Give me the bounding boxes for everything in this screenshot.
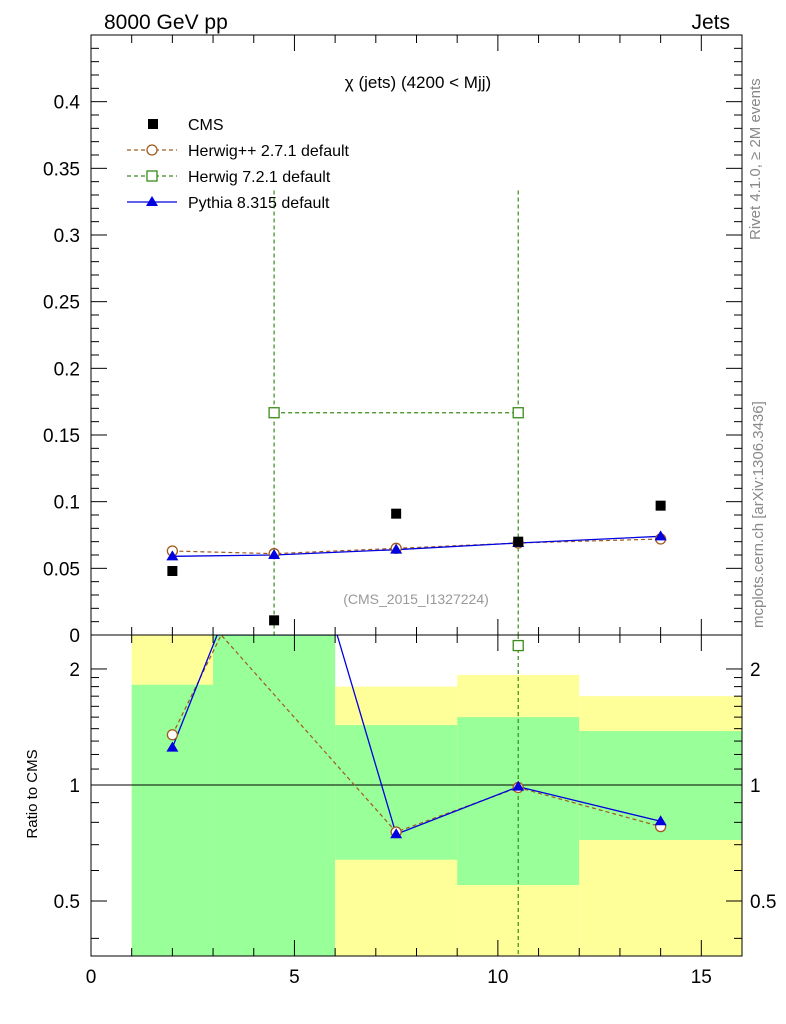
herwig7-point <box>268 407 280 419</box>
pythia-point <box>166 550 179 561</box>
x-tick-label: 0 <box>86 967 97 988</box>
y-tick-label: 0.15 <box>43 426 80 447</box>
ratio-band-green-0 <box>131 684 214 956</box>
ratio-y-tick-label: 1 <box>69 776 80 797</box>
legend-cms-label: CMS <box>188 117 224 134</box>
ratio-band-green-2 <box>335 725 458 860</box>
cms-point <box>513 536 524 547</box>
pythia-point <box>390 543 403 554</box>
y-tick-label: 0.05 <box>43 559 80 580</box>
ratio-ylabel: Ratio to CMS <box>24 749 41 838</box>
watermark: (CMS_2015_I1327224) <box>343 591 489 607</box>
ratio-pythia-point <box>390 828 403 839</box>
ratio-y-tick-label-right: 0.5 <box>750 892 776 913</box>
y-zero-label: 0 <box>69 626 80 647</box>
legend-cms-marker <box>148 119 158 129</box>
cms-point <box>269 615 280 626</box>
legend-herwig7-label: Herwig 7.2.1 default <box>188 169 331 186</box>
ratio-pythia-point <box>512 780 525 791</box>
ratio-y-tick-label-right: 2 <box>750 660 761 681</box>
y-tick-label: 0.3 <box>54 226 80 247</box>
x-tick-label: 5 <box>289 967 300 988</box>
header-left: 8000 GeV pp <box>104 11 228 34</box>
x-tick-label: 10 <box>487 967 508 988</box>
legend-item-pythia: Pythia 8.315 default <box>127 195 330 212</box>
cms-point <box>655 500 666 511</box>
legend-item-herwigpp: Herwig++ 2.7.1 default <box>127 143 350 160</box>
ratio-plot: 0.5 0.5 1 1 2 2 0 5 10 15 Ratio to CMS <box>24 35 776 988</box>
legend-pythia-marker <box>146 196 158 206</box>
legend-item-cms: CMS <box>148 117 224 134</box>
y-tick-label: 0.25 <box>43 293 80 314</box>
legend-pythia-label: Pythia 8.315 default <box>188 195 330 212</box>
y-tick-label: 0.1 <box>54 493 80 514</box>
main-plot: χ (jets) (4200 < Mjj) (CMS_2015_I1327224… <box>43 34 743 647</box>
legend: CMS Herwig++ 2.7.1 default Herwig 7.2.1 … <box>127 117 350 212</box>
ratio-y-tick-label-right: 1 <box>750 776 761 797</box>
pythia-point <box>268 549 281 559</box>
side-label-rivet: Rivet 4.1.0, ≥ 2M events <box>747 78 764 240</box>
y-tick-label: 0.35 <box>43 159 80 180</box>
legend-herwig7-marker <box>146 170 158 182</box>
ratio-y-tick-label: 2 <box>69 660 80 681</box>
ratio-pythia-point <box>166 741 179 752</box>
ratio-herwigpp-point <box>166 729 179 741</box>
y-tick-label: 0.4 <box>54 93 81 114</box>
x-axis: 0 5 10 15 <box>86 35 743 988</box>
legend-herwigpp-label: Herwig++ 2.7.1 default <box>188 143 350 160</box>
ratio-y-tick-label: 0.5 <box>54 892 80 913</box>
side-label-mcplots: mcplots.cern.ch [arXiv:1306.3436] <box>750 401 767 628</box>
y-tick-label: 0.2 <box>54 359 80 380</box>
cms-point <box>391 508 402 519</box>
herwigpp-line <box>172 538 661 555</box>
ratio-band-green-3 <box>457 717 580 886</box>
ratio-pythia-line <box>171 635 661 836</box>
legend-herwigpp-marker <box>146 144 158 156</box>
pythia-point <box>654 530 667 541</box>
herwig7-point <box>512 407 524 419</box>
main-y-axis: 0.05 0.1 0.15 0.2 0.25 0.3 0.35 0.4 <box>43 47 742 623</box>
header-right: Jets <box>691 11 730 34</box>
ratio-y-axis: 0.5 0.5 1 1 2 2 <box>54 660 776 939</box>
cms-point <box>167 566 178 576</box>
ratio-band-green-1 <box>213 635 336 956</box>
x-tick-label: 15 <box>691 967 712 988</box>
legend-item-herwig7: Herwig 7.2.1 default <box>127 169 331 186</box>
chart-title: χ (jets) (4200 < Mjj) <box>345 73 491 92</box>
ratio-herwig7-point <box>512 639 524 652</box>
ratio-pythia-point <box>654 815 667 826</box>
